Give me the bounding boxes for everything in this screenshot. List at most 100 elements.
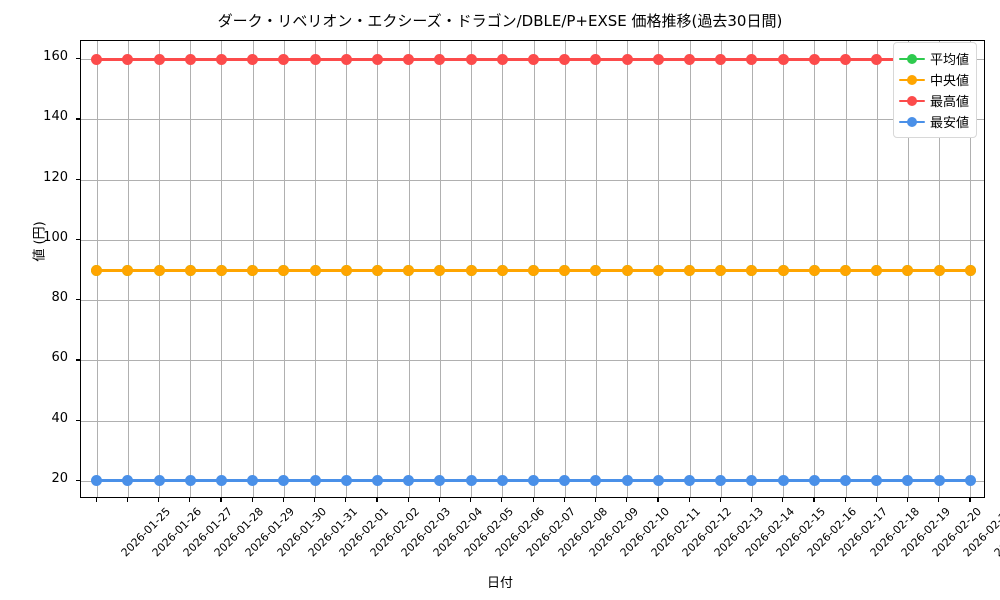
chart-title: ダーク・リベリオン・エクシーズ・ドラゴン/DBLE/P+EXSE 価格推移(過去… [217,12,783,30]
data-point-marker [808,264,820,276]
data-point-marker [528,53,539,65]
data-point-marker [91,53,103,65]
series-line-segment [221,57,253,61]
series-line-segment [190,268,222,272]
x-tick-mark [282,498,285,502]
series-line-segment [283,268,316,272]
series-line-segment [502,57,534,61]
chart-legend: 平均値中央値 最高値 最安値 [893,42,978,138]
x-tick-mark [189,498,191,502]
data-point-marker [871,264,883,276]
data-point-marker [746,53,758,65]
data-point-marker [715,53,727,65]
series-line-segment [159,479,191,483]
series-line-segment [564,57,596,61]
data-point-marker [559,475,571,487]
series-line-segment [814,479,846,483]
series-line-segment [315,57,347,61]
x-tick-mark [158,498,160,502]
legend-item-平均値[interactable]: 平均値 [899,48,969,69]
legend-item-最高値[interactable]: 最高値 [899,90,969,111]
data-point-marker [652,53,664,65]
series-line-segment [315,479,347,483]
data-point-marker [122,264,134,276]
data-point-marker [621,475,633,487]
data-point-marker [215,475,227,487]
data-point-marker [153,53,165,65]
series-line-segment [533,57,565,61]
x-tick-mark [657,498,659,502]
legend-swatch-icon [899,94,925,108]
series-line-segment [751,57,784,61]
data-point-marker [902,264,914,276]
series-line-segment [221,479,253,483]
gridline-horizontal [81,239,984,241]
series-line-segment [720,57,752,61]
y-tick-mark [76,118,80,120]
x-axis-label: 日付 [486,576,513,591]
x-tick-mark [126,498,128,502]
series-line-segment [471,479,503,483]
series-line-segment [346,57,378,61]
data-point-marker [91,475,103,487]
series-line-segment [377,57,409,61]
series-line-segment [283,479,316,483]
series-line-segment [783,479,815,483]
data-point-marker [215,53,227,65]
series-line-segment [127,268,159,272]
series-line-segment [127,479,159,483]
y-tick-mark [76,178,80,180]
data-point-marker [684,475,696,487]
data-point-marker [746,264,758,276]
data-point-marker [403,53,415,65]
x-tick-mark [438,498,441,502]
x-tick-mark [345,498,347,502]
series-line-segment [627,479,659,483]
data-point-marker [652,264,664,276]
data-point-marker [528,264,539,276]
legend-item-中央値[interactable]: 中央値 [899,69,969,90]
series-line-segment [627,268,659,272]
y-tick-label: 20 [51,470,68,486]
series-line-segment [783,57,815,61]
data-point-marker [933,264,945,276]
data-point-marker [403,475,415,487]
data-point-marker [590,53,602,65]
data-point-marker [559,264,571,276]
data-point-marker [278,475,290,487]
y-tick-mark [76,238,80,241]
series-line-segment [190,479,222,483]
legend-item-最安値[interactable]: 最安値 [899,111,969,132]
data-point-marker [777,475,789,487]
series-line-segment [377,479,409,483]
data-point-marker [309,264,321,276]
data-point-marker [184,264,196,276]
series-line-segment [751,479,784,483]
data-point-marker [91,264,103,276]
series-line-segment [595,268,628,272]
series-line-segment [502,268,534,272]
series-line-segment [845,268,877,272]
gridline-horizontal [81,420,984,422]
series-line-segment [845,479,877,483]
series-line-segment [814,268,846,272]
series-line-segment [159,57,191,61]
data-point-marker [153,264,165,276]
data-point-marker [153,475,165,487]
y-tick-mark [76,299,80,301]
gridline-horizontal [81,360,984,362]
data-point-marker [808,53,820,65]
data-point-marker [371,264,383,276]
legend-label: 中央値 [930,74,970,89]
data-point-marker [465,475,477,487]
series-line-segment [783,268,815,272]
x-tick-mark [813,498,815,502]
series-line-segment [96,268,128,272]
data-point-marker [746,475,758,487]
x-tick-mark [750,498,753,502]
y-tick-label: 120 [43,169,68,185]
data-point-marker [840,475,852,487]
x-tick-mark [594,498,597,502]
data-point-marker [278,53,290,65]
series-line-segment [439,479,472,483]
